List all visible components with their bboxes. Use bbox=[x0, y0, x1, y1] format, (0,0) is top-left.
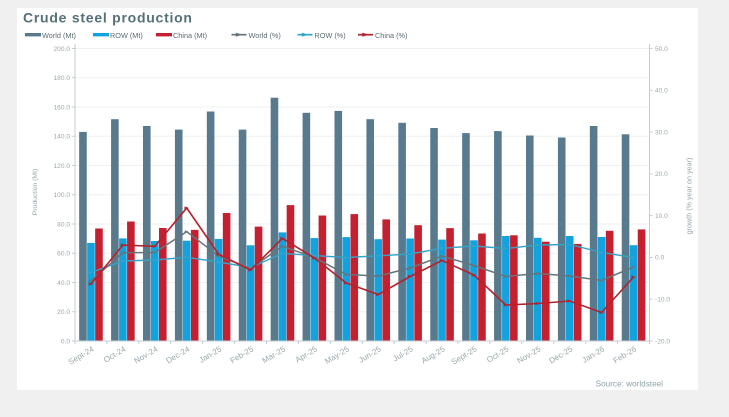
svg-text:-20.0: -20.0 bbox=[655, 338, 670, 345]
svg-text:ROW (%): ROW (%) bbox=[315, 31, 346, 40]
svg-text:60.0: 60.0 bbox=[57, 251, 70, 258]
svg-text:Production (Mt): Production (Mt) bbox=[32, 169, 39, 215]
svg-text:World (%): World (%) bbox=[249, 31, 281, 40]
svg-text:World (Mt): World (Mt) bbox=[42, 31, 76, 40]
svg-text:180.0: 180.0 bbox=[53, 75, 70, 82]
svg-text:China (Mt): China (Mt) bbox=[173, 31, 207, 40]
svg-text:140.0: 140.0 bbox=[53, 134, 70, 141]
svg-text:200.0: 200.0 bbox=[53, 46, 70, 53]
svg-text:-10.0: -10.0 bbox=[655, 297, 670, 304]
svg-text:growth (% year on year): growth (% year on year) bbox=[685, 158, 694, 235]
svg-text:30.0: 30.0 bbox=[655, 129, 668, 136]
svg-text:40.0: 40.0 bbox=[655, 88, 668, 95]
svg-text:50.0: 50.0 bbox=[655, 46, 668, 53]
svg-text:Crude steel production: Crude steel production bbox=[23, 10, 193, 26]
svg-text:China (%): China (%) bbox=[375, 31, 407, 40]
svg-text:20.0: 20.0 bbox=[655, 171, 668, 178]
svg-text:40.0: 40.0 bbox=[57, 280, 70, 287]
svg-text:0.0: 0.0 bbox=[61, 338, 70, 345]
svg-text:20.0: 20.0 bbox=[57, 309, 70, 316]
svg-text:Source: worldsteel: Source: worldsteel bbox=[596, 380, 664, 389]
svg-text:ROW (Mt): ROW (Mt) bbox=[110, 31, 143, 40]
svg-text:160.0: 160.0 bbox=[53, 104, 70, 111]
svg-text:80.0: 80.0 bbox=[57, 221, 70, 228]
svg-text:120.0: 120.0 bbox=[53, 163, 70, 170]
svg-text:10.0: 10.0 bbox=[655, 213, 668, 220]
svg-text:100.0: 100.0 bbox=[53, 192, 70, 199]
svg-text:0.0: 0.0 bbox=[655, 255, 664, 262]
